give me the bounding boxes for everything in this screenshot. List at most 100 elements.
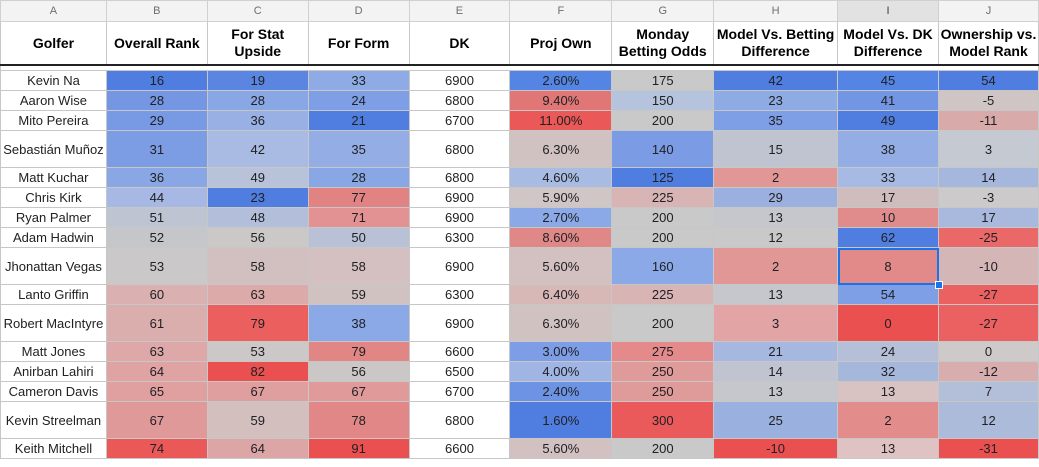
column-letter-C[interactable]: C <box>206 0 309 22</box>
cell-form[interactable]: 91 <box>307 438 410 459</box>
cell-dk[interactable]: 6900 <box>408 187 511 208</box>
golfer-name-cell[interactable]: Kevin Streelman <box>0 401 107 439</box>
header-cell[interactable]: Golfer <box>0 21 107 66</box>
cell-model-vs-betting[interactable]: 15 <box>713 130 839 168</box>
cell-proj-own[interactable]: 5.60% <box>509 438 613 459</box>
cell-betting-odds[interactable]: 140 <box>611 130 715 168</box>
cell-dk[interactable]: 6600 <box>408 438 511 459</box>
cell-form[interactable]: 78 <box>307 401 410 439</box>
header-cell[interactable]: DK <box>408 21 511 66</box>
cell-overall-rank[interactable]: 65 <box>105 381 208 402</box>
cell-stat-upside[interactable]: 19 <box>206 70 309 91</box>
cell-model-vs-dk[interactable]: 33 <box>837 167 939 188</box>
cell-dk[interactable]: 6500 <box>408 361 511 382</box>
cell-betting-odds[interactable]: 200 <box>611 207 715 228</box>
header-cell[interactable]: Monday Betting Odds <box>611 21 715 66</box>
cell-proj-own[interactable]: 5.60% <box>509 247 613 285</box>
cell-proj-own[interactable]: 8.60% <box>509 227 613 248</box>
cell-form[interactable]: 77 <box>307 187 410 208</box>
cell-proj-own[interactable]: 9.40% <box>509 90 613 111</box>
cell-model-vs-dk[interactable]: 13 <box>837 381 939 402</box>
cell-proj-own[interactable]: 3.00% <box>509 341 613 362</box>
column-letter-F[interactable]: F <box>509 0 613 22</box>
cell-dk[interactable]: 6800 <box>408 401 511 439</box>
cell-dk[interactable]: 6900 <box>408 70 511 91</box>
cell-model-vs-betting[interactable]: 14 <box>713 361 839 382</box>
cell-stat-upside[interactable]: 42 <box>206 130 309 168</box>
cell-overall-rank[interactable]: 16 <box>105 70 208 91</box>
cell-stat-upside[interactable]: 82 <box>206 361 309 382</box>
cell-ownership-vs-model[interactable]: -12 <box>938 361 1039 382</box>
cell-form[interactable]: 79 <box>307 341 410 362</box>
golfer-name-cell[interactable]: Matt Jones <box>0 341 107 362</box>
cell-overall-rank[interactable]: 63 <box>105 341 208 362</box>
cell-model-vs-betting[interactable]: 2 <box>713 167 839 188</box>
cell-form[interactable]: 35 <box>307 130 410 168</box>
cell-form[interactable]: 67 <box>307 381 410 402</box>
cell-dk[interactable]: 6800 <box>408 167 511 188</box>
cell-dk[interactable]: 6600 <box>408 341 511 362</box>
column-letter-H[interactable]: H <box>713 0 839 22</box>
cell-betting-odds[interactable]: 275 <box>611 341 715 362</box>
cell-model-vs-betting[interactable]: 13 <box>713 207 839 228</box>
cell-dk[interactable]: 6900 <box>408 207 511 228</box>
cell-form[interactable]: 28 <box>307 167 410 188</box>
cell-overall-rank[interactable]: 36 <box>105 167 208 188</box>
cell-model-vs-dk[interactable]: 62 <box>837 227 939 248</box>
cell-overall-rank[interactable]: 74 <box>105 438 208 459</box>
column-letter-G[interactable]: G <box>611 0 715 22</box>
cell-proj-own[interactable]: 6.30% <box>509 130 613 168</box>
cell-model-vs-betting[interactable]: 23 <box>713 90 839 111</box>
cell-proj-own[interactable]: 11.00% <box>509 110 613 131</box>
cell-form[interactable]: 58 <box>307 247 410 285</box>
cell-overall-rank[interactable]: 51 <box>105 207 208 228</box>
header-cell[interactable]: Overall Rank <box>105 21 208 66</box>
cell-proj-own[interactable]: 5.90% <box>509 187 613 208</box>
selection-fill-handle[interactable] <box>934 280 943 289</box>
cell-stat-upside[interactable]: 28 <box>206 90 309 111</box>
cell-stat-upside[interactable]: 53 <box>206 341 309 362</box>
cell-model-vs-betting[interactable]: -10 <box>713 438 839 459</box>
cell-overall-rank[interactable]: 64 <box>105 361 208 382</box>
cell-model-vs-betting[interactable]: 25 <box>713 401 839 439</box>
cell-model-vs-dk[interactable]: 17 <box>837 187 939 208</box>
cell-betting-odds[interactable]: 250 <box>611 381 715 402</box>
cell-betting-odds[interactable]: 125 <box>611 167 715 188</box>
cell-proj-own[interactable]: 2.40% <box>509 381 613 402</box>
cell-model-vs-betting[interactable]: 21 <box>713 341 839 362</box>
golfer-name-cell[interactable]: Adam Hadwin <box>0 227 107 248</box>
cell-betting-odds[interactable]: 160 <box>611 247 715 285</box>
cell-stat-upside[interactable]: 58 <box>206 247 309 285</box>
golfer-name-cell[interactable]: Sebastián Muñoz <box>0 130 107 168</box>
cell-proj-own[interactable]: 2.70% <box>509 207 613 228</box>
column-letter-D[interactable]: D <box>307 0 410 22</box>
cell-ownership-vs-model[interactable]: 12 <box>938 401 1039 439</box>
cell-betting-odds[interactable]: 200 <box>611 227 715 248</box>
column-letter-B[interactable]: B <box>105 0 208 22</box>
cell-betting-odds[interactable]: 225 <box>611 284 715 305</box>
cell-betting-odds[interactable]: 200 <box>611 110 715 131</box>
golfer-name-cell[interactable]: Matt Kuchar <box>0 167 107 188</box>
cell-proj-own[interactable]: 2.60% <box>509 70 613 91</box>
cell-model-vs-betting[interactable]: 13 <box>713 284 839 305</box>
golfer-name-cell[interactable]: Lanto Griffin <box>0 284 107 305</box>
golfer-name-cell[interactable]: Keith Mitchell <box>0 438 107 459</box>
cell-overall-rank[interactable]: 61 <box>105 304 208 342</box>
cell-ownership-vs-model[interactable]: -31 <box>938 438 1039 459</box>
golfer-name-cell[interactable]: Chris Kirk <box>0 187 107 208</box>
cell-form[interactable]: 33 <box>307 70 410 91</box>
cell-form[interactable]: 21 <box>307 110 410 131</box>
cell-form[interactable]: 59 <box>307 284 410 305</box>
cell-proj-own[interactable]: 4.60% <box>509 167 613 188</box>
cell-form[interactable]: 71 <box>307 207 410 228</box>
column-letter-I[interactable]: I <box>837 0 939 22</box>
cell-dk[interactable]: 6900 <box>408 247 511 285</box>
cell-stat-upside[interactable]: 56 <box>206 227 309 248</box>
header-cell[interactable]: Model Vs. DK Difference <box>837 21 939 66</box>
header-cell[interactable]: For Form <box>307 21 410 66</box>
golfer-name-cell[interactable]: Kevin Na <box>0 70 107 91</box>
cell-betting-odds[interactable]: 225 <box>611 187 715 208</box>
cell-model-vs-dk[interactable]: 2 <box>837 401 939 439</box>
cell-model-vs-dk[interactable]: 13 <box>837 438 939 459</box>
cell-model-vs-betting[interactable]: 42 <box>713 70 839 91</box>
